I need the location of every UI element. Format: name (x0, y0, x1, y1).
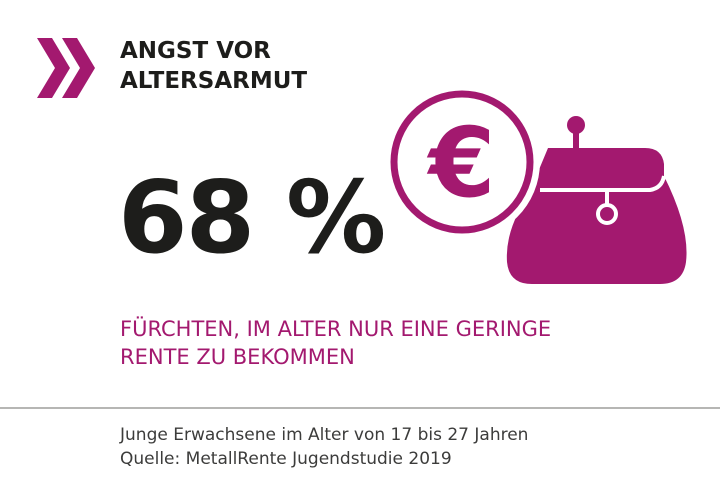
euro-symbol: € (427, 107, 496, 219)
title-line: ANGST VOR (120, 38, 271, 64)
description-line: RENTE ZU BEKOMMEN (120, 345, 355, 369)
footer-line: Quelle: MetallRente Jugendstudie 2019 (120, 449, 452, 469)
stat-value: 68 % (118, 159, 384, 276)
description-line: FÜRCHTEN, IM ALTER NUR EINE GERINGE (120, 316, 551, 341)
coin-icon: € (384, 84, 540, 240)
chevron-icon (37, 38, 95, 98)
title-line: ALTERSARMUT (120, 68, 307, 94)
purse-icon (506, 116, 687, 284)
footer-line: Junge Erwachsene im Alter von 17 bis 27 … (119, 425, 528, 445)
